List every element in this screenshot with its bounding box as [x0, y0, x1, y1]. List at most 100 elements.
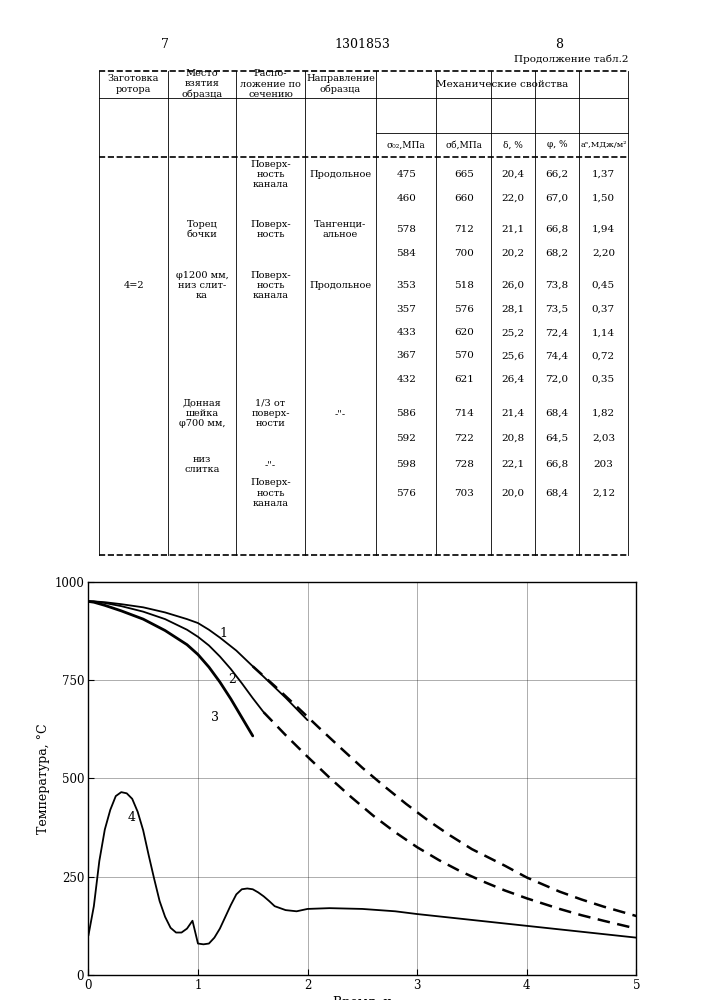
- Text: 722: 722: [454, 434, 474, 443]
- Text: 73,8: 73,8: [545, 281, 568, 290]
- Text: 0,72: 0,72: [592, 351, 615, 360]
- Text: 8: 8: [556, 38, 563, 51]
- Text: 1,14: 1,14: [592, 328, 615, 337]
- Text: 3: 3: [211, 711, 219, 724]
- Text: 1,50: 1,50: [592, 194, 615, 203]
- Text: Поверх-
ность
канала: Поверх- ность канала: [250, 271, 291, 300]
- Text: 1,37: 1,37: [592, 170, 615, 179]
- Text: 73,5: 73,5: [545, 305, 568, 314]
- Text: 357: 357: [396, 305, 416, 314]
- Text: Продольное: Продольное: [310, 281, 371, 290]
- Text: 1,94: 1,94: [592, 225, 615, 234]
- Text: 1,82: 1,82: [592, 409, 615, 418]
- Text: 7: 7: [161, 38, 169, 51]
- Text: 25,2: 25,2: [501, 328, 525, 337]
- Text: 518: 518: [454, 281, 474, 290]
- Text: 576: 576: [396, 489, 416, 498]
- Text: Торец
бочки: Торец бочки: [187, 220, 218, 239]
- Text: 353: 353: [396, 281, 416, 290]
- Text: 20,0: 20,0: [501, 489, 525, 498]
- Text: 592: 592: [396, 434, 416, 443]
- Text: -"-: -"-: [335, 409, 346, 418]
- Text: 20,8: 20,8: [501, 434, 525, 443]
- Text: 21,4: 21,4: [501, 409, 525, 418]
- Text: φ, %: φ, %: [547, 140, 567, 149]
- Text: 1: 1: [220, 627, 228, 640]
- Text: 68,2: 68,2: [545, 249, 568, 258]
- Text: 1301853: 1301853: [334, 38, 390, 51]
- Text: 22,1: 22,1: [501, 460, 525, 469]
- Text: Продольное: Продольное: [310, 170, 371, 179]
- Text: -"-: -"-: [265, 460, 276, 469]
- Text: 20,4: 20,4: [501, 170, 525, 179]
- Text: 0,45: 0,45: [592, 281, 615, 290]
- Text: Место
взятия
образца: Место взятия образца: [182, 69, 223, 99]
- Text: 621: 621: [454, 375, 474, 384]
- Text: Направление
образца: Направление образца: [306, 74, 375, 94]
- Text: 26,0: 26,0: [501, 281, 525, 290]
- Text: 433: 433: [396, 328, 416, 337]
- Text: δ, %: δ, %: [503, 140, 523, 149]
- Text: 4=2: 4=2: [123, 281, 144, 290]
- Text: 712: 712: [454, 225, 474, 234]
- Text: Заготовка
ротора: Заготовка ротора: [108, 74, 159, 94]
- Text: 68,4: 68,4: [545, 409, 568, 418]
- Text: Поверх-
ность
канала: Поверх- ность канала: [250, 478, 291, 508]
- Text: 2,12: 2,12: [592, 489, 615, 498]
- Text: φ1200 мм,
низ слит-
ка: φ1200 мм, низ слит- ка: [176, 271, 228, 300]
- Text: Продолжение табл.2: Продолжение табл.2: [513, 55, 628, 64]
- Text: 586: 586: [396, 409, 416, 418]
- Text: 20,2: 20,2: [501, 249, 525, 258]
- Text: 66,8: 66,8: [545, 225, 568, 234]
- Text: 475: 475: [396, 170, 416, 179]
- Text: 66,2: 66,2: [545, 170, 568, 179]
- Text: 576: 576: [454, 305, 474, 314]
- X-axis label: Время, ч: Время, ч: [333, 996, 392, 1000]
- Text: Донная
шейка
φ700 мм,: Донная шейка φ700 мм,: [179, 399, 226, 428]
- Text: 68,4: 68,4: [545, 489, 568, 498]
- Text: Поверх-
ность
канала: Поверх- ность канала: [250, 160, 291, 189]
- Text: 714: 714: [454, 409, 474, 418]
- Text: 203: 203: [593, 460, 614, 469]
- Text: 598: 598: [396, 460, 416, 469]
- Text: Тангенци-
альное: Тангенци- альное: [315, 220, 366, 239]
- Text: 660: 660: [454, 194, 474, 203]
- Text: Поверх-
ность: Поверх- ность: [250, 220, 291, 239]
- Text: низ
слитка: низ слитка: [185, 455, 220, 474]
- Text: 432: 432: [396, 375, 416, 384]
- Text: 4: 4: [128, 811, 136, 824]
- Text: Механические свойства: Механические свойства: [436, 80, 568, 89]
- Text: 2: 2: [228, 673, 237, 686]
- Text: 74,4: 74,4: [545, 351, 568, 360]
- Text: 700: 700: [454, 249, 474, 258]
- Text: 584: 584: [396, 249, 416, 258]
- Text: aᵊ,МДж/м²: aᵊ,МДж/м²: [580, 141, 626, 149]
- Text: 460: 460: [396, 194, 416, 203]
- Text: 578: 578: [396, 225, 416, 234]
- Text: σ₀₂,МПа: σ₀₂,МПа: [387, 140, 426, 149]
- Text: 21,1: 21,1: [501, 225, 525, 234]
- Text: 72,0: 72,0: [545, 375, 568, 384]
- Text: 2,03: 2,03: [592, 434, 615, 443]
- Text: 66,8: 66,8: [545, 460, 568, 469]
- Text: 570: 570: [454, 351, 474, 360]
- Text: Распо-
ложение по
сечению: Распо- ложение по сечению: [240, 69, 301, 99]
- Text: 703: 703: [454, 489, 474, 498]
- Text: 620: 620: [454, 328, 474, 337]
- Text: 1/3 от
поверх-
ности: 1/3 от поверх- ности: [251, 399, 290, 428]
- Text: 2,20: 2,20: [592, 249, 615, 258]
- Text: 67,0: 67,0: [545, 194, 568, 203]
- Text: 0,37: 0,37: [592, 305, 615, 314]
- Text: 665: 665: [454, 170, 474, 179]
- Text: 0,35: 0,35: [592, 375, 615, 384]
- Text: 25,6: 25,6: [501, 351, 525, 360]
- Text: 367: 367: [396, 351, 416, 360]
- Text: 26,4: 26,4: [501, 375, 525, 384]
- Text: 64,5: 64,5: [545, 434, 568, 443]
- Y-axis label: Температура, °С: Температура, °С: [37, 723, 50, 834]
- Text: σб,МПа: σб,МПа: [445, 140, 482, 149]
- Text: 72,4: 72,4: [545, 328, 568, 337]
- Text: 22,0: 22,0: [501, 194, 525, 203]
- Text: 28,1: 28,1: [501, 305, 525, 314]
- Text: 728: 728: [454, 460, 474, 469]
